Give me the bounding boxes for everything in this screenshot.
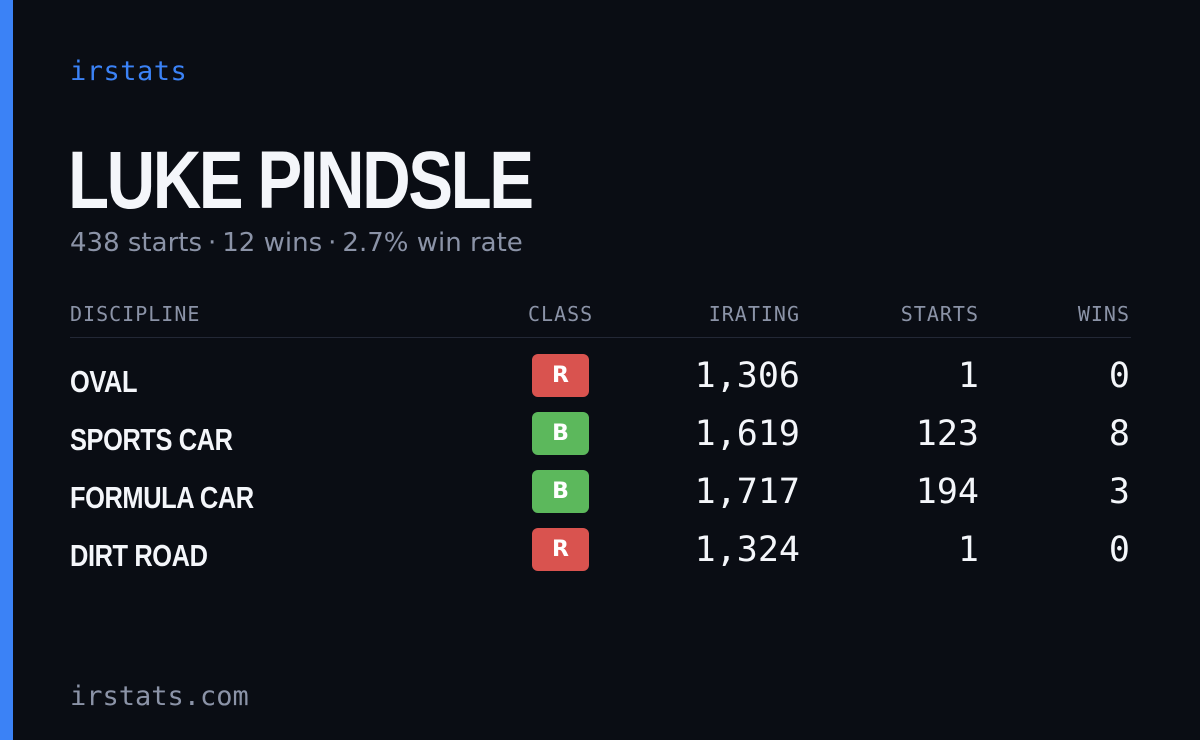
license-class-badge: B (532, 470, 589, 513)
driver-name: LUKE PINDSLE (68, 135, 534, 226)
wins-value: 3 (1108, 472, 1130, 512)
license-class-badge: B (532, 412, 589, 455)
header-wins: WINS (1077, 302, 1130, 326)
table-header: DISCIPLINE CLASS IRATING STARTS WINS (70, 296, 1131, 338)
irating-value: 1,717 (694, 472, 800, 512)
starts-value: 1 (957, 356, 979, 396)
starts-value: 194 (915, 472, 979, 512)
license-class-badge: R (532, 528, 589, 571)
win-rate-summary: 2.7% win rate (342, 228, 523, 258)
header-class: CLASS (528, 302, 594, 326)
driver-summary: 438 starts · 12 wins · 2.7% win rate (70, 228, 523, 258)
wins-value: 8 (1108, 414, 1130, 454)
irating-value: 1,619 (694, 414, 800, 454)
license-class-badge: R (532, 354, 589, 397)
discipline-name: SPORTS CAR (70, 422, 233, 457)
separator: · (328, 228, 337, 258)
table-row: DIRT ROAD R 1,324 1 0 (70, 528, 1131, 586)
starts-summary: 438 starts (70, 228, 202, 258)
discipline-name: FORMULA CAR (70, 480, 254, 515)
discipline-name: DIRT ROAD (70, 538, 208, 573)
header-starts: STARTS (900, 302, 979, 326)
separator: · (208, 228, 217, 258)
wins-value: 0 (1108, 530, 1130, 570)
wins-summary: 12 wins (222, 228, 323, 258)
irating-value: 1,306 (694, 356, 800, 396)
header-discipline: DISCIPLINE (70, 302, 201, 326)
discipline-name: OVAL (70, 364, 138, 399)
table-row: OVAL R 1,306 1 0 (70, 354, 1131, 412)
wins-value: 0 (1108, 356, 1130, 396)
starts-value: 1 (957, 530, 979, 570)
header-irating: IRATING (708, 302, 800, 326)
table-body: OVAL R 1,306 1 0 SPORTS CAR B 1,619 123 … (70, 338, 1131, 586)
accent-bar (0, 0, 13, 740)
stats-table: DISCIPLINE CLASS IRATING STARTS WINS OVA… (70, 296, 1131, 586)
table-row: FORMULA CAR B 1,717 194 3 (70, 470, 1131, 528)
starts-value: 123 (915, 414, 979, 454)
footer-url: irstats.com (70, 681, 249, 712)
irating-value: 1,324 (694, 530, 800, 570)
brand-logo-text: irstats (70, 56, 188, 87)
table-row: SPORTS CAR B 1,619 123 8 (70, 412, 1131, 470)
